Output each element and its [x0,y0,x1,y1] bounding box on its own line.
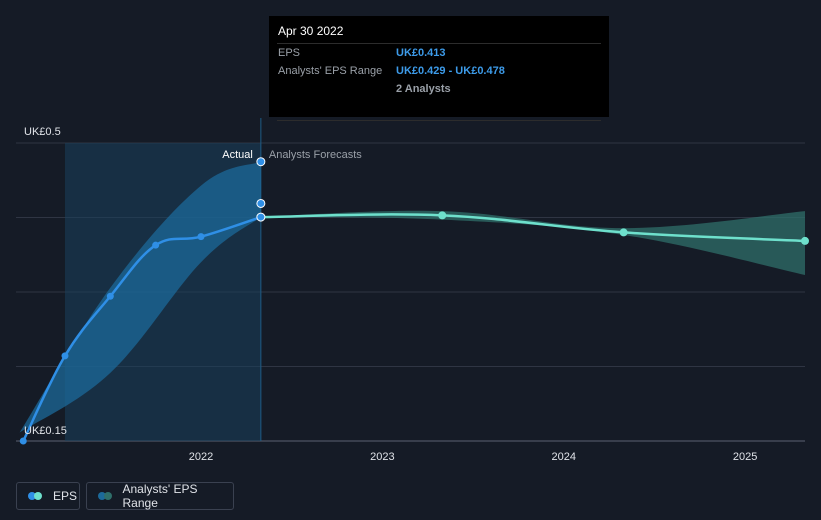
tooltip-eps-label: EPS [278,46,301,59]
eps-forecast-line [260,213,806,243]
eps-forecast-point [619,228,628,237]
x-tick-label: 2024 [552,451,576,463]
x-tick-label: 2023 [370,451,394,463]
tooltip-range-label: Analysts' EPS Range [278,64,383,77]
eps-actual-point [61,352,69,360]
forecast-range-band [260,210,805,275]
x-tick-label: 2022 [189,451,213,463]
legend-eps-label: EPS [53,489,78,503]
actual-label: Actual [222,149,253,161]
eps-forecast-point [801,236,809,245]
range-legend-icon [98,492,116,500]
actual-range-band [19,161,261,433]
tooltip-eps-value: UK£0.413 [396,46,446,59]
legend-eps[interactable]: EPS [16,482,80,510]
y-tick-label: UK£0.15 [24,425,67,437]
eps-legend-icon [28,492,46,500]
tooltip-date: Apr 30 2022 [278,24,344,38]
tooltip-row-range: Analysts' EPS Range UK£0.429 - UK£0.478 [277,61,601,79]
eps-actual-point [256,212,266,222]
eps-actual-point [106,292,114,300]
eps-actual-point [197,233,205,241]
tooltip-analysts-value: 2 Analysts [396,82,451,95]
tooltip-range-value: UK£0.429 - UK£0.478 [396,64,505,77]
eps-actual-point [152,241,160,249]
range-low-point [256,198,266,208]
tooltip-row-eps: EPS UK£0.413 [277,43,601,61]
y-tick-label: UK£0.5 [24,126,61,138]
forecast-label: Analysts Forecasts [269,149,362,161]
eps-forecast-point [438,211,447,220]
tooltip-spacer [277,97,601,121]
legend-range-label: Analysts' EPS Range [122,482,198,510]
x-tick-label: 2025 [733,451,757,463]
tooltip: Apr 30 2022 EPS UK£0.413 Analysts' EPS R… [269,16,609,121]
legend-analysts-range[interactable]: Analysts' EPS Range [86,482,234,510]
eps-actual-point [19,437,27,445]
range-high-point [256,157,266,167]
tooltip-row-analysts: 2 Analysts [277,79,601,97]
